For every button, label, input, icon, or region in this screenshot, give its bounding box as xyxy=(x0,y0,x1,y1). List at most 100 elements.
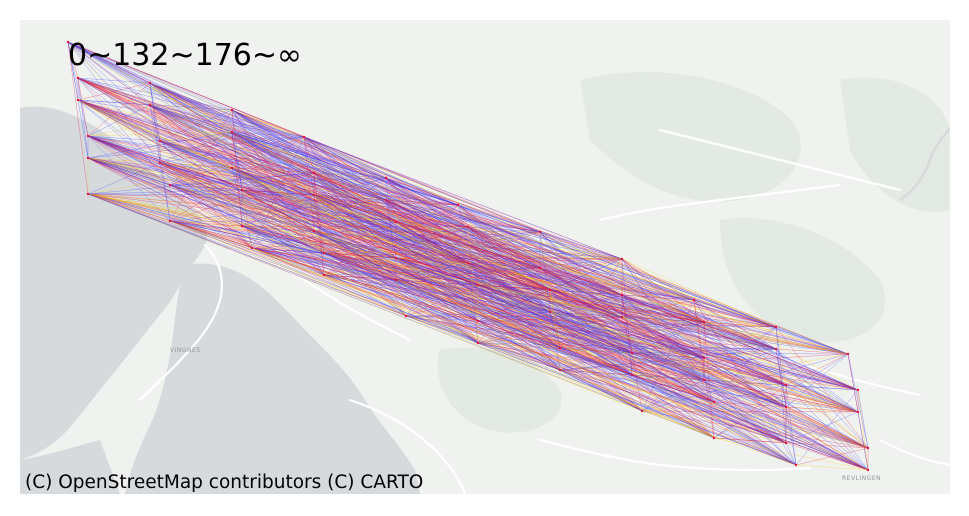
od-node xyxy=(630,373,634,377)
od-edge xyxy=(693,299,869,449)
od-edge xyxy=(231,131,623,296)
map-frame[interactable]: VINGNES REVLINGEN 0~132~176~∞ (C) OpenSt… xyxy=(20,20,950,494)
od-edge xyxy=(87,193,551,313)
place-label-revlingen: REVLINGEN xyxy=(842,475,881,482)
od-edge xyxy=(539,231,777,328)
od-edge xyxy=(77,99,387,201)
od-edge xyxy=(251,247,869,471)
od-edge xyxy=(559,369,643,412)
od-edge xyxy=(87,135,315,196)
od-edge xyxy=(641,410,797,466)
od-edge xyxy=(87,193,243,227)
od-node xyxy=(384,198,388,202)
od-node xyxy=(384,176,388,180)
od-node xyxy=(322,251,326,255)
od-node xyxy=(302,135,306,139)
od-edge xyxy=(87,135,387,201)
od-node xyxy=(846,352,850,356)
od-node xyxy=(538,266,542,270)
od-node xyxy=(794,463,798,467)
od-edge xyxy=(559,369,797,466)
od-edge xyxy=(641,410,787,444)
od-edge xyxy=(87,82,151,137)
od-edge xyxy=(169,220,397,281)
od-edge xyxy=(77,99,777,350)
od-edge xyxy=(467,262,777,350)
od-edge xyxy=(87,135,161,142)
od-edge xyxy=(231,131,325,276)
od-edge xyxy=(77,77,387,179)
od-node xyxy=(158,161,162,165)
od-edges-layer xyxy=(67,41,869,471)
od-edge xyxy=(621,258,777,328)
od-node xyxy=(240,188,244,192)
od-edge xyxy=(87,135,859,413)
od-node xyxy=(784,383,788,387)
od-edge xyxy=(395,257,787,408)
od-edge xyxy=(169,184,633,376)
od-edge xyxy=(169,184,633,354)
od-edge xyxy=(159,162,397,223)
od-edge xyxy=(303,136,541,233)
od-edge xyxy=(631,374,797,466)
od-edge xyxy=(87,135,243,191)
od-edge xyxy=(405,315,561,371)
od-node xyxy=(394,256,398,260)
od-edge xyxy=(67,41,89,195)
od-edge xyxy=(231,131,305,138)
od-node xyxy=(866,468,870,472)
od-node xyxy=(158,139,162,143)
od-edge xyxy=(323,257,397,276)
od-edge xyxy=(785,411,859,444)
od-node xyxy=(640,409,644,413)
od-edge xyxy=(159,162,623,318)
od-edge xyxy=(241,189,479,286)
od-node xyxy=(620,293,624,297)
od-edge xyxy=(87,157,479,322)
od-node xyxy=(466,225,470,229)
od-node xyxy=(784,441,788,445)
od-edge xyxy=(621,316,859,391)
od-node xyxy=(76,76,80,80)
od-node xyxy=(856,388,860,392)
od-edge xyxy=(857,411,869,471)
od-node xyxy=(866,446,870,450)
od-edge xyxy=(87,193,715,439)
od-edge xyxy=(159,140,387,201)
od-edge xyxy=(251,247,397,281)
od-edge xyxy=(169,184,561,371)
od-node xyxy=(148,103,152,107)
od-edge xyxy=(467,262,859,413)
river xyxy=(899,127,950,202)
od-edge xyxy=(87,157,171,186)
od-edge xyxy=(539,267,859,413)
od-edge xyxy=(169,184,325,254)
od-edge xyxy=(77,77,233,111)
od-edge xyxy=(549,311,859,413)
od-node xyxy=(456,203,460,207)
od-edge xyxy=(77,99,859,391)
od-edge xyxy=(231,167,243,191)
od-node xyxy=(630,351,634,355)
lake-water xyxy=(20,106,420,494)
od-edge xyxy=(87,157,243,191)
od-node xyxy=(230,108,234,112)
od-node xyxy=(702,356,706,360)
od-edge xyxy=(251,247,325,276)
od-edge xyxy=(169,220,325,276)
od-edge xyxy=(713,401,869,449)
od-edge xyxy=(77,77,89,137)
od-edge xyxy=(241,189,551,313)
od-node xyxy=(404,314,408,318)
map-canvas[interactable]: VINGNES REVLINGEN xyxy=(20,20,950,494)
od-edge xyxy=(87,167,233,195)
od-node xyxy=(558,368,562,372)
od-edge xyxy=(795,464,869,471)
od-edge xyxy=(67,41,233,111)
od-edge xyxy=(549,289,777,350)
od-edge xyxy=(231,131,849,355)
od-edge xyxy=(549,311,705,323)
od-edge xyxy=(477,320,643,412)
od-edge xyxy=(77,77,305,138)
od-edge xyxy=(323,274,561,371)
